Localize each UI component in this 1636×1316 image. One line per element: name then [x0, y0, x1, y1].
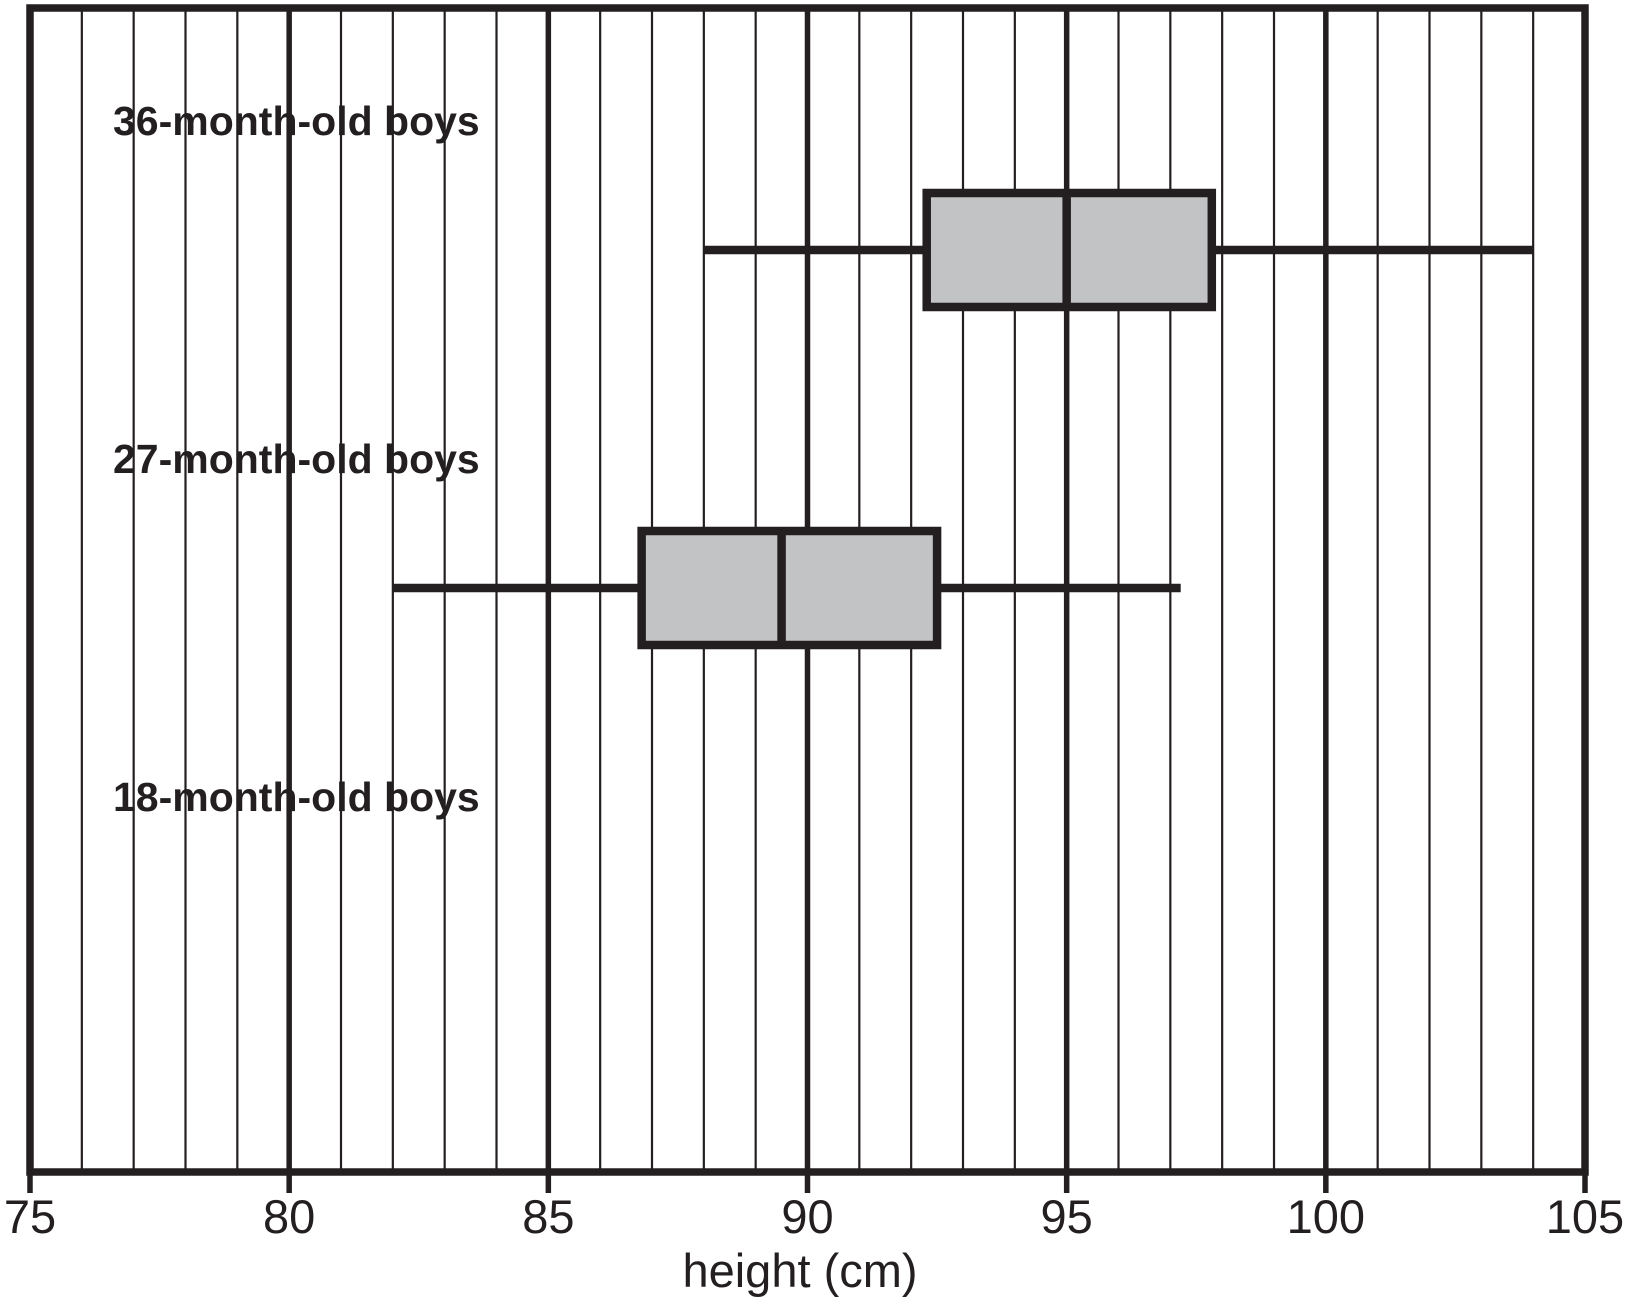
x-tick-label: 80 — [263, 1190, 315, 1243]
x-tick-label: 100 — [1287, 1190, 1365, 1243]
group-label: 18-month-old boys — [113, 774, 480, 820]
group-labels: 36-month-old boys 27-month-old boys 18-mon… — [113, 98, 480, 820]
x-tick-label: 90 — [781, 1190, 833, 1243]
x-tick-label: 105 — [1546, 1190, 1624, 1243]
x-tick-label: 95 — [1041, 1190, 1093, 1243]
iqr-box — [637, 526, 942, 650]
x-tick-label: 75 — [4, 1190, 56, 1243]
x-axis: 75 80 85 90 95 100 105 height (cm) — [4, 1172, 1624, 1297]
boxplots — [392, 188, 1534, 650]
boxplot-2 — [392, 526, 1181, 650]
group-label: 36-month-old boys — [113, 98, 480, 144]
boxplot-1 — [703, 188, 1534, 312]
x-tick-label: 85 — [522, 1190, 574, 1243]
group-label: 27-month-old boys — [113, 436, 480, 482]
x-axis-title: height (cm) — [682, 1244, 917, 1297]
